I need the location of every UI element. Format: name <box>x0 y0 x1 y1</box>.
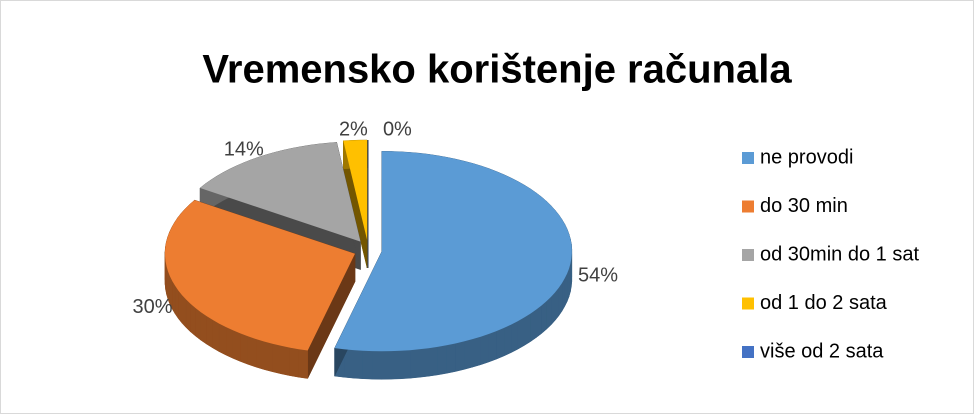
slice-side <box>517 317 525 350</box>
slice-side <box>190 303 196 337</box>
slice-side <box>488 330 497 363</box>
slice-side <box>298 348 308 379</box>
slice-side <box>390 350 401 380</box>
slice-side <box>185 298 191 333</box>
slice-side <box>240 333 249 365</box>
data-label: 30% <box>132 296 172 318</box>
data-label: 14% <box>224 138 264 160</box>
legend-swatch <box>742 152 754 164</box>
legend-label: do 30 min <box>760 195 848 217</box>
slice-top <box>165 200 355 351</box>
slice-side <box>280 345 290 376</box>
slice-side <box>200 311 207 345</box>
slice-side <box>446 343 456 374</box>
slice-side <box>272 343 282 375</box>
slice-side <box>232 329 241 362</box>
slice-side <box>455 341 465 372</box>
slice-side <box>558 282 563 317</box>
slice-side <box>172 280 176 315</box>
slice-side <box>496 327 505 360</box>
pie-slice <box>164 199 356 379</box>
slice-side <box>409 349 420 379</box>
data-label: 54% <box>578 265 618 287</box>
slice-side <box>255 338 265 370</box>
slice-side <box>362 350 373 380</box>
slice-top <box>200 142 361 242</box>
slice-side <box>218 323 227 356</box>
slice-side <box>381 350 392 380</box>
slice-side <box>178 289 183 324</box>
slice-side <box>463 338 473 370</box>
legend-swatch <box>742 249 754 261</box>
pie-slice <box>343 139 368 269</box>
slice-side <box>206 315 213 349</box>
slice-side <box>550 291 556 326</box>
slice-side <box>546 296 552 330</box>
slice-top <box>343 140 368 240</box>
slice-side <box>247 335 257 368</box>
chart-title: Vremensko korištenje računala <box>202 48 792 92</box>
slice-side <box>523 313 531 346</box>
slice-side <box>472 336 481 368</box>
legend-label: od 1 do 2 sata <box>760 292 888 314</box>
slice-side <box>437 345 447 376</box>
slice-side <box>195 307 202 341</box>
slice-side <box>535 305 542 339</box>
slice-side <box>428 346 438 377</box>
slice-side <box>174 284 179 320</box>
slice-top <box>334 151 572 352</box>
data-label: 0% <box>383 118 412 140</box>
slice-side <box>225 326 234 359</box>
slice-side <box>554 287 559 322</box>
slice-side <box>480 333 489 366</box>
slice-side <box>418 347 429 378</box>
slice-side <box>352 349 363 379</box>
slice-side <box>212 319 220 353</box>
slice-side <box>503 324 512 357</box>
slice-side <box>564 273 568 307</box>
legend-swatch <box>742 346 754 358</box>
slice-side <box>371 350 382 380</box>
pie-slice <box>334 151 573 380</box>
legend-swatch <box>742 297 754 310</box>
slice-side <box>561 277 565 313</box>
slice-side <box>541 300 547 335</box>
data-label: 2% <box>339 119 368 141</box>
legend-label: ne provodi <box>760 146 853 168</box>
legend-swatch <box>742 200 754 213</box>
slice-side <box>289 347 299 378</box>
legend-label: više od 2 sata <box>760 340 884 362</box>
slice-side <box>181 294 187 329</box>
slice-side <box>263 341 273 373</box>
slice-side <box>530 309 537 343</box>
slice-side <box>400 349 411 380</box>
slice-side <box>566 268 570 302</box>
slice-side <box>510 320 518 354</box>
legend-label: od 30min do 1 sat <box>760 243 919 265</box>
